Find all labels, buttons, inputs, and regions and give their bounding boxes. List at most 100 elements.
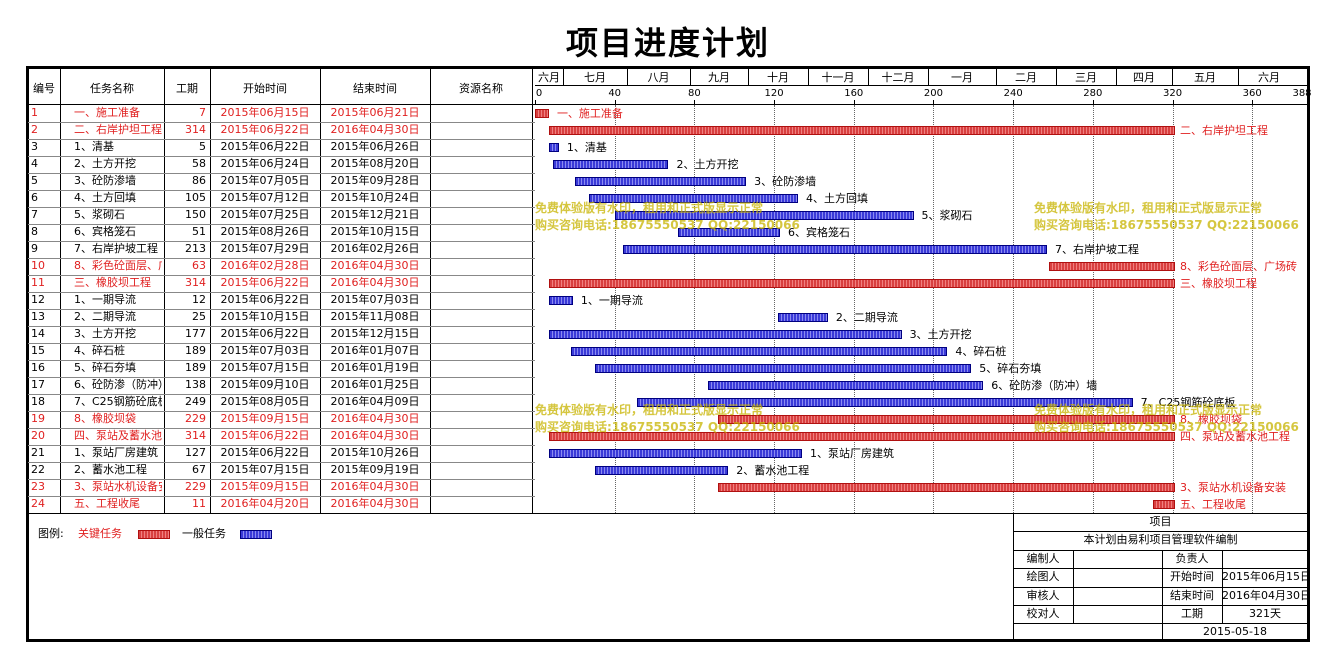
table-row-divider — [28, 241, 535, 242]
month-divider — [1172, 69, 1173, 85]
axis-tick — [614, 100, 616, 104]
task-duration: 63 — [192, 259, 206, 272]
table-row-divider — [28, 190, 535, 191]
month-label: 六月 — [1258, 71, 1280, 84]
task-name: 3、砼防渗墙 — [74, 174, 136, 187]
table-row-divider — [28, 462, 535, 463]
task-name: 三、橡胶坝工程 — [74, 276, 151, 289]
legend-normal-label: 一般任务 — [182, 527, 226, 540]
axis-tick-label: 200 — [923, 88, 943, 99]
task-end: 2015年06月26日 — [330, 140, 420, 153]
axis-tick — [1092, 100, 1094, 104]
gantt-bar — [678, 228, 781, 237]
watermark-text: 购买咨询电话:18675550537 QQ:22150066 — [535, 420, 800, 434]
month-label: 十一月 — [821, 71, 855, 84]
grid-line — [774, 105, 776, 513]
task-end: 2016年04月30日 — [330, 276, 420, 289]
task-id: 18 — [31, 395, 45, 408]
task-name: 二、右岸护坦工程 — [74, 123, 162, 136]
legend-normal-swatch — [240, 530, 272, 539]
task-start: 2015年08月26日 — [220, 225, 310, 238]
gantt-bar-label: 6、宾格笼石 — [788, 226, 851, 239]
task-name: 3、土方开挖 — [74, 327, 136, 340]
gantt-bar — [548, 330, 902, 339]
task-duration: 5 — [199, 140, 206, 153]
task-id: 13 — [31, 310, 45, 323]
table-col-divider — [210, 69, 211, 513]
task-name: 8、彩色砼面层、广场砖 — [74, 259, 162, 272]
task-id: 3 — [31, 140, 38, 153]
task-name: 5、浆砌石 — [74, 208, 125, 221]
task-end: 2016年04月09日 — [330, 395, 420, 408]
task-duration: 314 — [185, 429, 206, 442]
task-duration: 314 — [185, 276, 206, 289]
gantt-bar — [552, 160, 669, 169]
task-duration: 229 — [185, 480, 206, 493]
task-start: 2015年09月15日 — [220, 480, 310, 493]
task-name: 2、土方开挖 — [74, 157, 136, 170]
task-end: 2015年10月24日 — [330, 191, 420, 204]
task-start: 2015年06月22日 — [220, 140, 310, 153]
table-row-divider — [28, 394, 535, 395]
task-name: 1、一期导流 — [74, 293, 136, 306]
gantt-bar — [718, 415, 1175, 424]
gantt-bar-label: 五、工程收尾 — [1180, 498, 1246, 511]
column-header-2: 任务名称 — [90, 82, 134, 95]
task-start: 2015年06月22日 — [220, 276, 310, 289]
task-end: 2015年09月19日 — [330, 463, 420, 476]
gantt-bar-label: 二、右岸护坦工程 — [1180, 124, 1268, 137]
gantt-bar — [548, 143, 559, 152]
table-row-divider — [28, 411, 535, 412]
table-row-divider — [28, 139, 535, 140]
task-duration: 138 — [185, 378, 206, 391]
month-divider — [563, 69, 564, 85]
info-project: 项目 — [1149, 515, 1172, 528]
info-checker: 校对人 — [1026, 607, 1060, 620]
gantt-bar-label: 7、C25钢筋砼底板 — [1140, 396, 1236, 409]
watermark-text: 免费体验版有水印，租用和正式版显示正常 — [1034, 201, 1263, 215]
month-label: 六月 — [538, 71, 560, 84]
grid-line — [933, 105, 935, 513]
task-start: 2016年04月20日 — [220, 497, 310, 510]
task-start: 2015年07月12日 — [220, 191, 310, 204]
axis-tick — [774, 100, 776, 104]
table-row-divider — [28, 377, 535, 378]
task-duration: 12 — [192, 293, 206, 306]
gantt-bar-label: 1、一期导流 — [580, 294, 643, 307]
gantt-bar — [718, 483, 1175, 492]
info-end-value: 2016年04月30日 — [1222, 589, 1311, 602]
column-header-6: 资源名称 — [459, 82, 503, 95]
table-header-divider — [28, 104, 1308, 105]
task-name: 五、工程收尾 — [74, 497, 140, 510]
task-id: 5 — [31, 174, 38, 187]
info-col-divider — [1162, 550, 1163, 640]
month-divider — [1056, 69, 1057, 85]
info-row-divider — [1013, 568, 1308, 569]
task-id: 22 — [31, 463, 45, 476]
gantt-bar — [548, 432, 1175, 441]
gantt-bar — [588, 194, 798, 203]
column-header-1: 编号 — [33, 82, 55, 95]
month-label: 二月 — [1015, 71, 1037, 84]
task-duration: 150 — [185, 208, 206, 221]
grid-line — [1252, 105, 1254, 513]
watermark-text: 购买咨询电话:18675550537 QQ:22150066 — [1034, 420, 1299, 434]
task-name: 5、碎石夯填 — [74, 361, 136, 374]
gantt-bar-label: 7、右岸护坡工程 — [1055, 243, 1139, 256]
gantt-bar-label: 1、泵站厂房建筑 — [809, 447, 894, 460]
gantt-bar — [1049, 262, 1175, 271]
task-start: 2015年07月15日 — [220, 361, 310, 374]
month-label: 十月 — [767, 71, 789, 84]
grid-line — [1013, 105, 1015, 513]
gantt-bar — [614, 211, 914, 220]
month-divider — [748, 69, 749, 85]
task-name: 4、碎石桩 — [74, 344, 125, 357]
info-start-label: 开始时间 — [1170, 570, 1214, 583]
task-end: 2015年09月28日 — [330, 174, 420, 187]
task-end: 2016年01月19日 — [330, 361, 420, 374]
task-name: 7、C25钢筋砼底板 — [74, 395, 162, 408]
gantt-frame — [26, 66, 1310, 642]
task-start: 2015年07月29日 — [220, 242, 310, 255]
month-divider — [928, 69, 929, 85]
gantt-bar-label: 3、砼防渗墙 — [754, 175, 817, 188]
